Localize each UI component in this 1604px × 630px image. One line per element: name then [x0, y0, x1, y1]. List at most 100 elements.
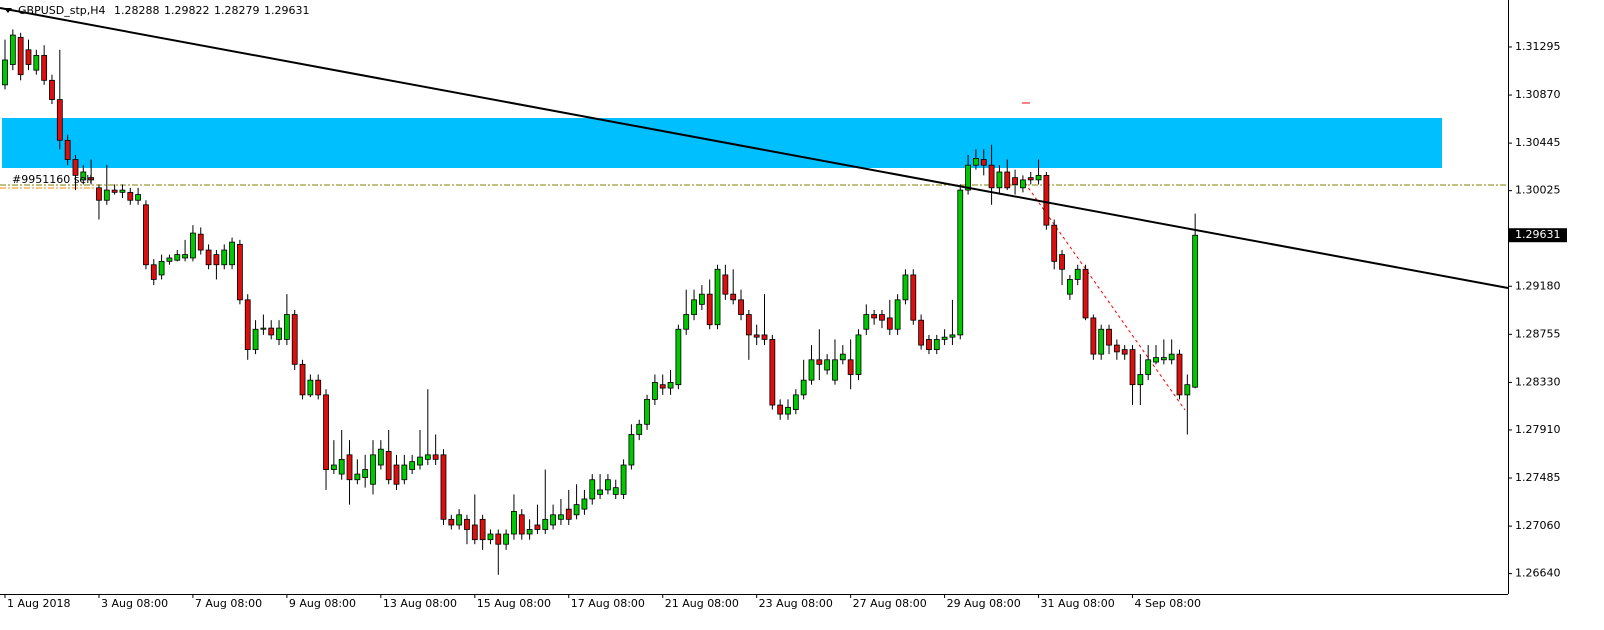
candle-body	[550, 514, 556, 526]
candle-body	[17, 36, 24, 76]
candle-body	[706, 293, 713, 326]
price-label: 1.29631	[1515, 228, 1561, 241]
candle-body	[1192, 234, 1199, 388]
candle-body	[135, 194, 142, 201]
candle-body	[456, 514, 463, 526]
candle-body	[111, 189, 118, 193]
candle-body	[800, 379, 807, 396]
candle-body	[56, 99, 63, 141]
candle-body	[236, 243, 243, 301]
candle-body	[589, 479, 596, 500]
candle-body	[448, 518, 455, 526]
candle-body	[268, 327, 275, 336]
candle-body	[1129, 349, 1136, 386]
candle-body	[1121, 349, 1128, 355]
candle-body	[1113, 344, 1120, 353]
candle-body	[808, 359, 815, 381]
y-tick-label: 1.30870	[1515, 88, 1561, 101]
y-tick-label: 1.26640	[1515, 567, 1561, 580]
candle-body	[644, 398, 650, 425]
candle-body	[401, 464, 408, 481]
candle-body	[479, 518, 486, 541]
candle-body	[933, 339, 940, 351]
candle-body	[393, 464, 400, 485]
candle-body	[949, 334, 956, 338]
candle-body	[25, 49, 32, 65]
candle-body	[323, 394, 329, 470]
candle-body	[1074, 268, 1081, 280]
candle-body	[910, 274, 917, 321]
candle-body	[957, 189, 964, 336]
candle-body	[1160, 357, 1167, 361]
x-tick-label: 27 Aug 08:00	[853, 597, 927, 610]
y-tick-label: 1.31295	[1515, 40, 1561, 53]
candle-body	[612, 487, 619, 495]
candle-body	[730, 293, 737, 301]
candle-body	[839, 353, 846, 361]
candle-body	[714, 268, 721, 326]
candle-body	[432, 454, 439, 460]
x-tick-label: 23 Aug 08:00	[759, 597, 833, 610]
candle-body	[894, 299, 901, 330]
candle-body	[299, 363, 306, 396]
candle-body	[1012, 177, 1018, 185]
candle-body	[863, 314, 870, 330]
candle-body	[918, 319, 925, 346]
candle-body	[620, 464, 627, 495]
candle-body	[698, 293, 705, 305]
candle-body	[1106, 328, 1112, 346]
candle-body	[926, 339, 932, 351]
header-low: 1.28279	[214, 4, 260, 17]
candle-body	[1043, 174, 1050, 226]
candle-body	[1027, 177, 1034, 181]
candle-body	[464, 518, 470, 530]
candle-body	[221, 249, 228, 266]
candle-body	[753, 334, 760, 338]
x-tick-label: 13 Aug 08:00	[383, 597, 457, 610]
candle-body	[346, 454, 353, 481]
candle-body	[534, 524, 541, 530]
candle-body	[213, 254, 220, 266]
candle-body	[495, 533, 502, 545]
candle-body	[871, 314, 878, 319]
candle-body	[276, 327, 282, 340]
y-tick-label: 1.27485	[1515, 471, 1561, 484]
candle-body	[824, 359, 831, 371]
candle-body	[667, 382, 674, 389]
candle-body	[792, 394, 799, 410]
candle-body	[197, 233, 204, 251]
header-arrow	[4, 8, 12, 13]
candle-body	[377, 448, 384, 466]
candle-body	[1020, 179, 1026, 189]
candle-body	[745, 314, 752, 336]
order-history-line	[1024, 182, 1186, 411]
order-label: #9951160 sell	[12, 173, 92, 186]
candle-body	[879, 314, 885, 321]
y-tick-label: 1.29180	[1515, 279, 1561, 292]
candle-body	[605, 479, 611, 491]
candle-body	[72, 159, 79, 176]
candle-body	[1066, 279, 1073, 295]
x-tick-label: 7 Aug 08:00	[195, 597, 262, 610]
candle-body	[941, 336, 948, 340]
x-tick-label: 17 Aug 08:00	[571, 597, 645, 610]
candle-body	[64, 139, 71, 160]
candle-body	[691, 299, 697, 315]
candle-body	[205, 249, 212, 266]
candle-body	[651, 382, 658, 400]
candle-body	[518, 514, 525, 535]
candle-body	[1184, 384, 1191, 396]
candle-body	[902, 274, 909, 301]
trendline	[0, 7, 1509, 289]
header-high: 1.29822	[164, 4, 210, 17]
candle-body	[229, 241, 235, 266]
candle-body	[127, 191, 134, 201]
x-tick-label: 21 Aug 08:00	[665, 597, 739, 610]
candle-body	[636, 423, 643, 435]
candle-body	[659, 384, 666, 389]
candle-body	[1051, 224, 1058, 262]
candle-body	[738, 299, 744, 315]
